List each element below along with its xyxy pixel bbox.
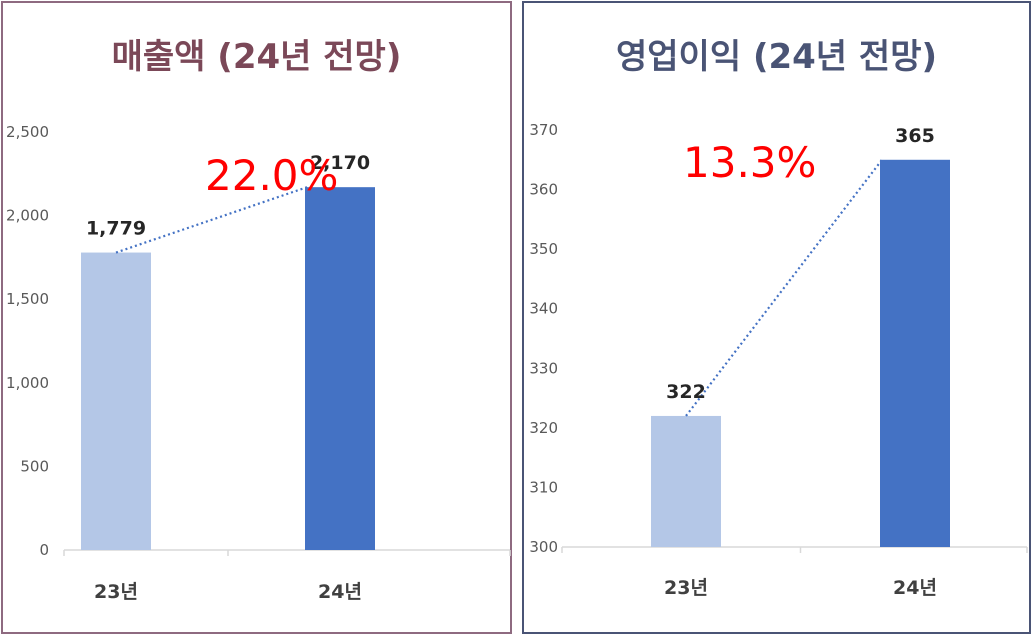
revenue-y-tick-label: 2,000 (6, 207, 49, 225)
revenue-chart-title: 매출액 (24년 전망) (111, 37, 402, 77)
operating-profit-chart-plot: 300 310 320 330 340 350 360 370 322 365 23년 24년 13.3… (529, 121, 1028, 599)
operating-profit-data-label: 322 (666, 381, 706, 403)
revenue-y-tick-label: 1,000 (6, 374, 49, 392)
revenue-y-tick-label: 0 (39, 541, 49, 559)
operating-profit-bar-1 (651, 415, 721, 547)
operating-profit-trend-line (685, 159, 883, 417)
operating-profit-y-tick-label: 320 (529, 419, 558, 437)
revenue-chart-panel: 매출액 (24년 전망) 0 500 1,000 1,500 2,000 2,500 1,7… (1, 1, 512, 634)
operating-profit-chart-panel: 영업이익 (24년 전망) 300 310 320 330 340 350 360 370 32… (522, 1, 1031, 634)
operating-profit-y-tick-label: 360 (529, 181, 558, 199)
revenue-bar-1 (81, 252, 151, 550)
operating-profit-category-label: 24년 (893, 577, 937, 599)
operating-profit-data-label: 365 (895, 125, 935, 147)
operating-profit-y-tick-label: 370 (529, 121, 558, 139)
operating-profit-chart-title: 영업이익 (24년 전망) (615, 37, 938, 77)
revenue-chart-plot: 0 500 1,000 1,500 2,000 2,500 1,779 2,170 23년 24년… (6, 123, 511, 603)
revenue-growth-label: 22.0% (205, 151, 338, 200)
revenue-data-label: 2,170 (310, 152, 370, 174)
operating-profit-y-tick-label: 300 (529, 538, 558, 556)
revenue-category-label: 23년 (94, 581, 138, 603)
operating-profit-y-tick-label: 330 (529, 359, 558, 377)
operating-profit-bar-2 (880, 159, 950, 548)
revenue-y-tick-label: 1,500 (6, 290, 49, 308)
revenue-y-tick-label: 2,500 (6, 123, 49, 141)
revenue-category-label: 24년 (318, 581, 362, 603)
revenue-y-tick-label: 500 (20, 457, 49, 475)
revenue-trend-line (115, 186, 308, 254)
revenue-data-label: 1,779 (86, 218, 146, 240)
operating-profit-y-tick-label: 340 (529, 300, 558, 318)
operating-profit-y-tick-label: 350 (529, 240, 558, 258)
operating-profit-y-tick-label: 310 (529, 478, 558, 496)
operating-profit-growth-label: 13.3% (683, 138, 816, 187)
operating-profit-category-label: 23년 (664, 577, 708, 599)
revenue-bar-2 (305, 187, 375, 550)
